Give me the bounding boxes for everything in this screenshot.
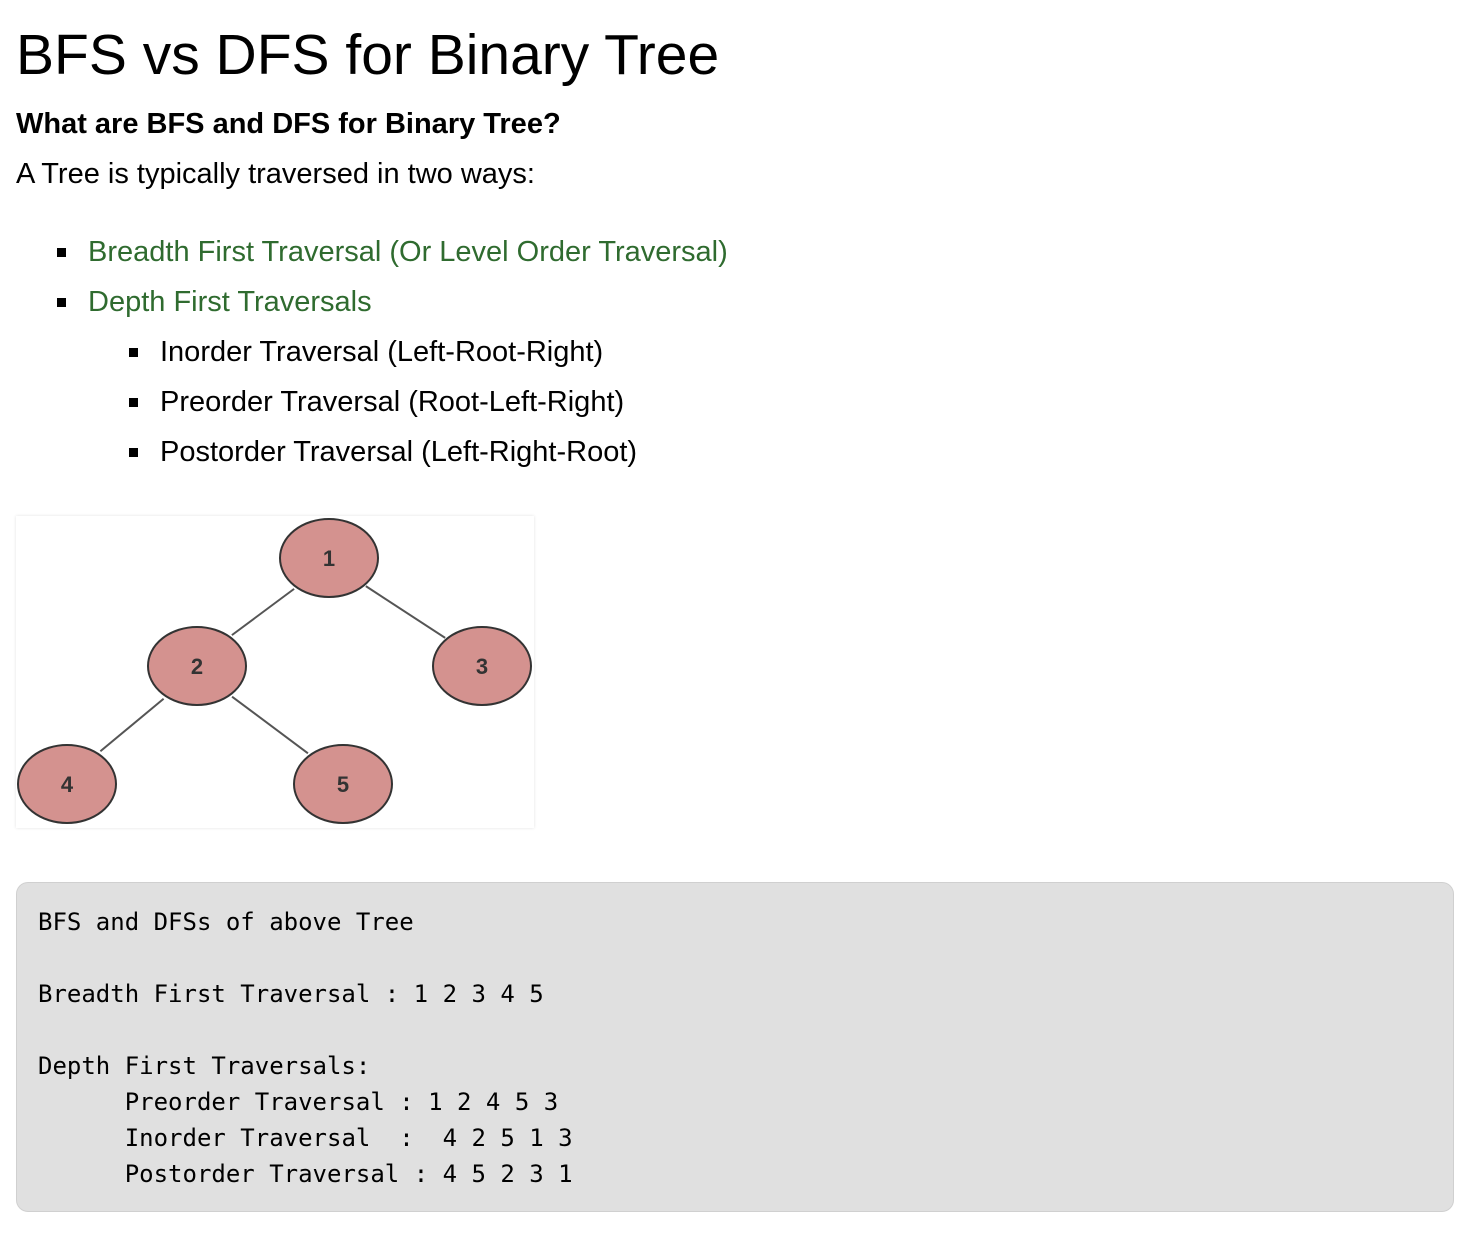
code-line-3: Depth First Traversals: bbox=[38, 1052, 371, 1080]
binary-tree-diagram: 1 2 3 4 5 bbox=[16, 516, 534, 828]
list-item-inorder: Inorder Traversal (Left-Root-Right) bbox=[16, 327, 728, 377]
list-item-preorder: Preorder Traversal (Root-Left-Right) bbox=[16, 377, 728, 427]
tree-node-label: 4 bbox=[61, 772, 74, 797]
tree-node-2: 2 bbox=[147, 626, 247, 706]
tree-edge-1-2 bbox=[231, 588, 295, 636]
tree-nodes: 1 2 3 4 5 bbox=[17, 518, 532, 824]
code-line-2: Breadth First Traversal : 1 2 3 4 5 bbox=[38, 980, 544, 1008]
postorder-text: Postorder Traversal (Left-Right-Root) bbox=[160, 436, 638, 468]
tree-svg: 1 2 3 4 5 bbox=[17, 518, 532, 824]
code-line-1: BFS and DFSs of above Tree bbox=[38, 908, 414, 936]
code-line-5: Inorder Traversal : 4 2 5 1 3 bbox=[124, 1124, 573, 1152]
tree-edge-2-4 bbox=[99, 697, 165, 753]
tree-node-circle bbox=[279, 518, 379, 598]
page-title: BFS vs DFS for Binary Tree bbox=[16, 23, 720, 87]
tree-node-circle bbox=[147, 626, 247, 706]
traversal-list: Breadth First Traversal (Or Level Order … bbox=[16, 227, 728, 477]
code-block: BFS and DFSs of above Tree Breadth First… bbox=[16, 882, 1454, 1212]
tree-node-circle bbox=[293, 744, 393, 824]
list-item-bfs: Breadth First Traversal (Or Level Order … bbox=[16, 227, 728, 277]
section-heading: What are BFS and DFS for Binary Tree? bbox=[16, 108, 561, 140]
tree-node-3: 3 bbox=[432, 626, 532, 706]
tree-node-label: 2 bbox=[191, 654, 203, 679]
list-item-dfs: Depth First Traversals bbox=[16, 277, 728, 327]
bfs-link[interactable]: Breadth First Traversal (Or Level Order … bbox=[88, 236, 728, 268]
bullet-icon bbox=[129, 398, 138, 407]
tree-edges bbox=[99, 585, 446, 755]
bullet-icon bbox=[57, 298, 66, 307]
tree-edge-2-5 bbox=[231, 695, 309, 755]
bullet-icon bbox=[129, 448, 138, 457]
code-text: BFS and DFSs of above Tree Breadth First… bbox=[38, 904, 573, 1192]
tree-edge-1-3 bbox=[365, 585, 446, 639]
bullet-icon bbox=[129, 348, 138, 357]
tree-node-circle bbox=[17, 744, 117, 824]
list-item-postorder: Postorder Traversal (Left-Right-Root) bbox=[16, 427, 728, 477]
code-line-4: Preorder Traversal : 1 2 4 5 3 bbox=[124, 1088, 559, 1116]
tree-node-label: 5 bbox=[337, 772, 349, 797]
inorder-text: Inorder Traversal (Left-Root-Right) bbox=[160, 336, 604, 368]
tree-node-1: 1 bbox=[279, 518, 379, 598]
tree-node-5: 5 bbox=[293, 744, 393, 824]
code-line-6: Postorder Traversal : 4 5 2 3 1 bbox=[124, 1160, 573, 1188]
tree-node-label: 3 bbox=[476, 654, 488, 679]
bullet-icon bbox=[57, 248, 66, 257]
intro-paragraph: A Tree is typically traversed in two way… bbox=[16, 158, 535, 190]
tree-node-label: 1 bbox=[323, 546, 335, 571]
dfs-link[interactable]: Depth First Traversals bbox=[88, 286, 372, 318]
tree-node-circle bbox=[432, 626, 532, 706]
tree-node-4: 4 bbox=[17, 744, 117, 824]
preorder-text: Preorder Traversal (Root-Left-Right) bbox=[160, 386, 625, 418]
